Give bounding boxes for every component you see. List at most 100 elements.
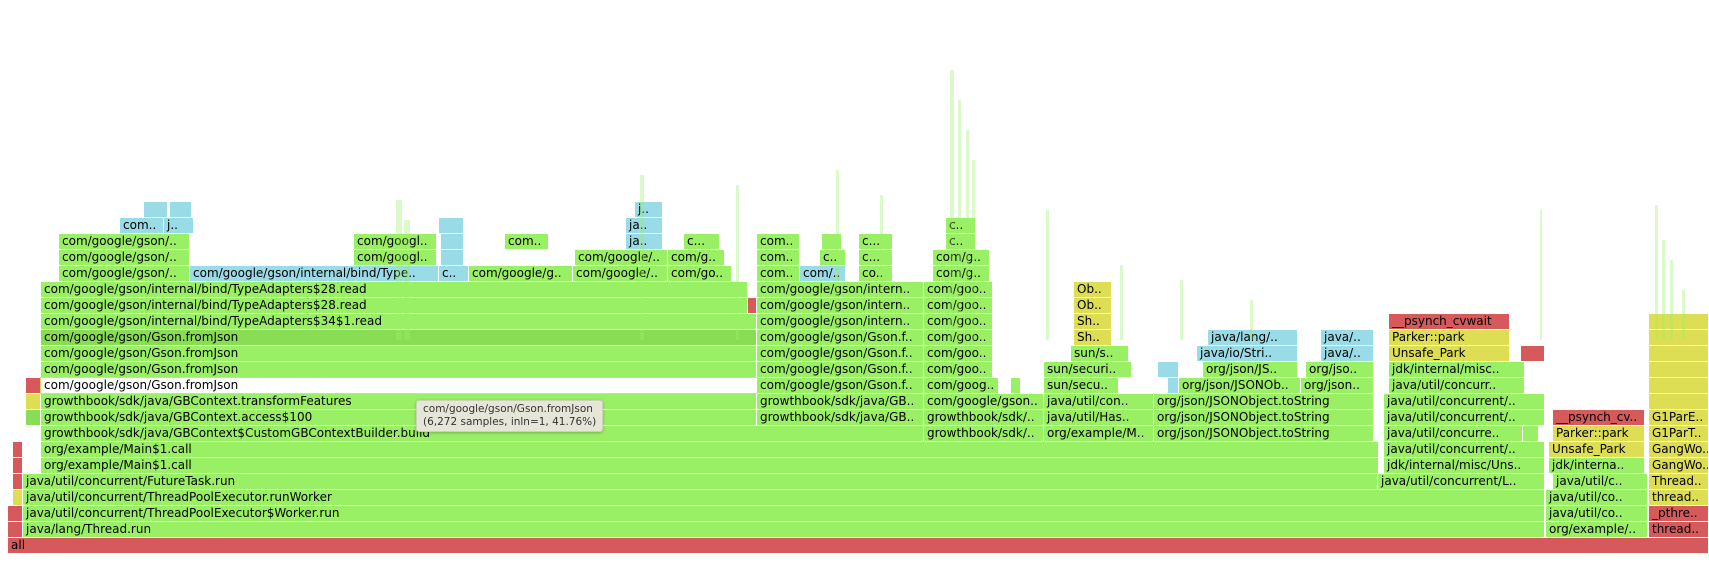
flame-frame[interactable]: _pthre.. [1649, 506, 1709, 521]
flame-frame[interactable]: com/google/gson/internal/bind/Type.. [190, 266, 439, 281]
flame-frame[interactable]: growthbook/sdk/java/GBContext.transformF… [41, 394, 757, 409]
flame-frame[interactable] [26, 378, 41, 393]
flame-frame[interactable]: org/jso.. [1306, 362, 1374, 377]
flame-frame[interactable]: com/google/gson/.. [59, 250, 190, 265]
flame-frame[interactable] [1649, 394, 1709, 409]
flame-frame[interactable]: org/example/M.. [1044, 426, 1154, 441]
flame-frame[interactable]: org/example/Main$1.call [41, 458, 1379, 473]
flame-frame[interactable] [1649, 362, 1709, 377]
flame-frame[interactable]: com.. [505, 234, 549, 249]
flame-frame[interactable]: java/util/Has.. [1044, 410, 1154, 425]
flame-frame[interactable]: org/json/JSONOb.. [1179, 378, 1301, 393]
flame-frame[interactable]: growthbook/sdk/java/GBContext.access$100 [41, 410, 757, 425]
flame-frame[interactable]: com/google/gson/internal/bind/TypeAdapte… [41, 298, 748, 313]
flame-frame[interactable]: com/g.. [933, 266, 990, 281]
flame-frame[interactable]: jdk/interna.. [1549, 458, 1645, 473]
flame-frame[interactable]: com/google/gson/Gson.f.. [757, 346, 924, 361]
flame-frame[interactable]: __psynch_cv.. [1553, 410, 1645, 425]
flame-frame[interactable]: java/util/concurrent/FutureTask.run [23, 474, 1378, 489]
flame-frame[interactable]: java/util/concurre.. [1384, 426, 1523, 441]
flame-frame[interactable]: com.. [757, 266, 800, 281]
flame-frame[interactable]: com/goo.. [924, 314, 993, 329]
flame-frame[interactable] [1011, 378, 1021, 393]
flame-frame[interactable]: Parker::park [1553, 426, 1645, 441]
flame-frame[interactable]: ja.. [626, 234, 663, 249]
flame-frame[interactable]: com/.. [800, 266, 846, 281]
flame-frame[interactable]: c... [859, 234, 893, 249]
flame-frame[interactable] [439, 218, 464, 233]
flame-frame[interactable]: com/googl.. [354, 250, 437, 265]
flame-frame[interactable]: Ob.. [1074, 298, 1112, 313]
flame-frame[interactable] [13, 490, 23, 505]
flame-frame[interactable]: com/googl.. [354, 234, 437, 249]
flame-frame[interactable]: java/util/concurrent/ThreadPoolExecutor.… [23, 490, 1545, 505]
flame-frame[interactable] [1649, 346, 1709, 361]
flame-frame[interactable]: growthbook/sdk/.. [924, 410, 1044, 425]
flame-frame[interactable]: ja.. [626, 218, 663, 233]
flame-frame[interactable] [8, 506, 23, 521]
flame-frame[interactable]: java/util/concurr.. [1389, 378, 1525, 393]
flame-frame[interactable]: com/google/.. [573, 266, 668, 281]
flame-frame[interactable]: com/google/gson/Gson.fromJson [41, 362, 757, 377]
flame-frame[interactable]: com/go.. [668, 266, 732, 281]
flame-frame[interactable]: com.. [120, 218, 164, 233]
flame-frame[interactable]: java/lang/Thread.run [23, 522, 1545, 537]
flame-frame[interactable]: com/goog.. [924, 378, 999, 393]
flame-frame[interactable]: com/google/gson/intern.. [757, 282, 924, 297]
flame-frame[interactable] [26, 394, 41, 409]
flame-frame[interactable]: com/google/gson/intern.. [757, 298, 924, 313]
flame-frame[interactable]: com/g.. [933, 250, 990, 265]
flame-frame[interactable]: com/google/gson/Gson.f.. [757, 362, 924, 377]
flame-frame[interactable]: Thread.. [1649, 474, 1709, 489]
flame-frame[interactable]: c... [859, 250, 893, 265]
flame-frame[interactable]: com.. [757, 250, 800, 265]
flame-frame[interactable] [1649, 378, 1709, 393]
flame-frame[interactable] [170, 202, 192, 217]
flame-frame[interactable]: com/google/gson/internal/bind/TypeAdapte… [41, 314, 757, 329]
flame-frame[interactable]: com/google/gson/Gson.f.. [757, 330, 924, 345]
flame-frame[interactable] [441, 234, 464, 249]
flame-frame[interactable] [1158, 362, 1179, 377]
flame-frame[interactable]: com/goo.. [924, 346, 993, 361]
flame-frame[interactable] [8, 522, 23, 537]
flame-frame[interactable]: sun/s.. [1071, 346, 1129, 361]
flame-frame[interactable]: java/util/c.. [1553, 474, 1648, 489]
flame-frame[interactable]: org/json/JSONObject.toString [1154, 410, 1374, 425]
flame-frame[interactable]: thread.. [1649, 490, 1709, 505]
flame-frame[interactable] [13, 442, 23, 457]
flame-frame[interactable]: org/example/.. [1546, 522, 1648, 537]
flame-frame[interactable]: c.. [439, 266, 469, 281]
flame-frame[interactable]: G1ParT.. [1649, 426, 1709, 441]
flame-frame[interactable]: com/goo.. [924, 362, 993, 377]
flame-frame[interactable]: Unsafe_Park [1389, 346, 1510, 361]
flame-frame[interactable]: org/json/JSONObject.toString [1154, 394, 1374, 409]
flame-frame[interactable]: com/google/gson/Gson.fromJson [40, 377, 758, 394]
flame-frame[interactable]: java/util/concurrent/.. [1384, 394, 1545, 409]
flame-frame[interactable]: Ob.. [1074, 282, 1112, 297]
flame-frame[interactable]: com/goo.. [924, 282, 993, 297]
flame-frame[interactable]: com.. [757, 234, 800, 249]
flame-frame[interactable]: java/util/concurrent/.. [1384, 410, 1545, 425]
flame-frame[interactable]: com/google/g.. [469, 266, 573, 281]
flame-frame[interactable]: growthbook/sdk/.. [924, 426, 1044, 441]
flame-frame[interactable] [1521, 346, 1545, 361]
flame-frame[interactable]: com/google/gson/Gson.fromJson [41, 330, 757, 345]
flame-frame[interactable]: growthbook/sdk/java/GB.. [757, 394, 924, 409]
flame-frame[interactable]: Sh.. [1074, 314, 1112, 329]
flame-frame[interactable] [1523, 426, 1539, 441]
flame-frame[interactable]: java/util/concurrent/L.. [1378, 474, 1545, 489]
flame-frame[interactable]: c... [684, 234, 720, 249]
flame-frame[interactable]: c.. [820, 250, 846, 265]
flame-frame[interactable]: org/json/JSONObject.toString [1154, 426, 1374, 441]
flame-frame[interactable]: com/google/.. [575, 250, 668, 265]
flame-frame[interactable]: co.. [859, 266, 893, 281]
flame-frame[interactable]: java/util/concurrent/.. [1384, 442, 1545, 457]
flame-frame[interactable]: com/google/gson/Gson.fromJson [41, 346, 757, 361]
flame-frame[interactable]: GangWo.. [1649, 442, 1709, 457]
flame-frame[interactable]: java/.. [1321, 346, 1374, 361]
flame-frame[interactable] [1649, 314, 1709, 329]
flame-frame[interactable]: __psynch_cvwait [1389, 314, 1510, 329]
flame-frame[interactable]: c.. [946, 218, 976, 233]
flame-frame[interactable]: j.. [635, 202, 663, 217]
flame-frame[interactable]: com/google/gson/.. [59, 234, 190, 249]
